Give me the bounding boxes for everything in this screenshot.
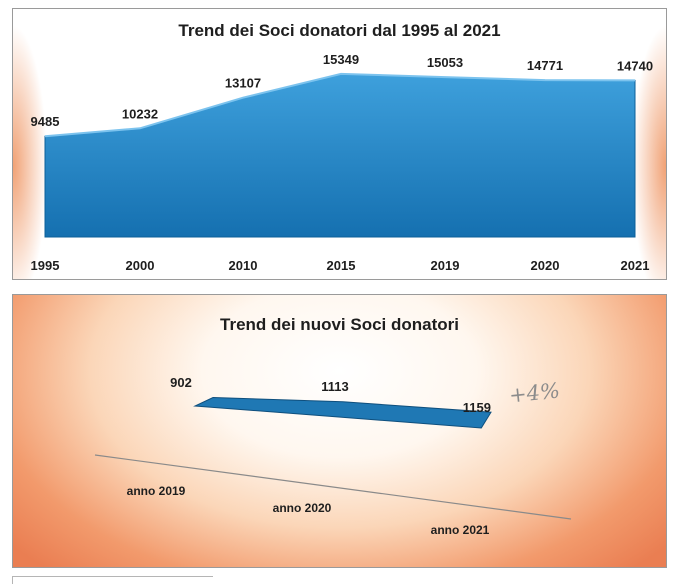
data-label: 1113 <box>321 379 349 394</box>
chart-title: Trend dei nuovi Soci donatori <box>220 315 459 334</box>
data-label: 15349 <box>323 52 359 67</box>
x-tick-label: anno 2019 <box>127 484 186 498</box>
data-label: 14740 <box>617 58 653 73</box>
data-label: 10232 <box>122 106 158 121</box>
data-label: 902 <box>170 375 192 390</box>
data-label: 13107 <box>225 76 261 91</box>
x-tick-label: anno 2021 <box>431 523 490 537</box>
x-tick-label: 2010 <box>229 258 258 273</box>
x-tick-label: 1995 <box>31 258 60 273</box>
x-tick-label: 2015 <box>327 258 356 273</box>
x-axis-line <box>94 454 572 520</box>
data-label: 15053 <box>427 55 463 70</box>
bottom-frame-edge <box>12 576 213 584</box>
area-chart-soci: 9485 10232 13107 15349 15053 14771 14740 1995 20… <box>31 52 654 273</box>
x-tick-label: 2021 <box>621 258 650 273</box>
data-label: 14771 <box>527 58 563 73</box>
x-tick-label: 2000 <box>126 258 155 273</box>
x-tick-label: anno 2020 <box>273 501 332 515</box>
area-series <box>44 73 636 238</box>
area-chart-nuovi-soci: 902 1113 1159 anno 2019 anno 2020 anno 2021 <box>94 375 572 537</box>
chart-panel-soci: Trend dei Soci donatori dal 1995 al 2021… <box>12 8 667 280</box>
chart-title: Trend dei Soci donatori dal 1995 al 2021 <box>178 21 501 40</box>
area-series <box>193 396 492 429</box>
data-label: 9485 <box>31 114 60 129</box>
x-tick-label: 2020 <box>531 258 560 273</box>
chart-panel-nuovi-soci: Trend dei nuovi Soci donatori 902 1113 115… <box>12 294 667 568</box>
area-top-edge <box>44 72 636 138</box>
data-label: 1159 <box>463 400 491 415</box>
x-tick-label: 2019 <box>431 258 460 273</box>
